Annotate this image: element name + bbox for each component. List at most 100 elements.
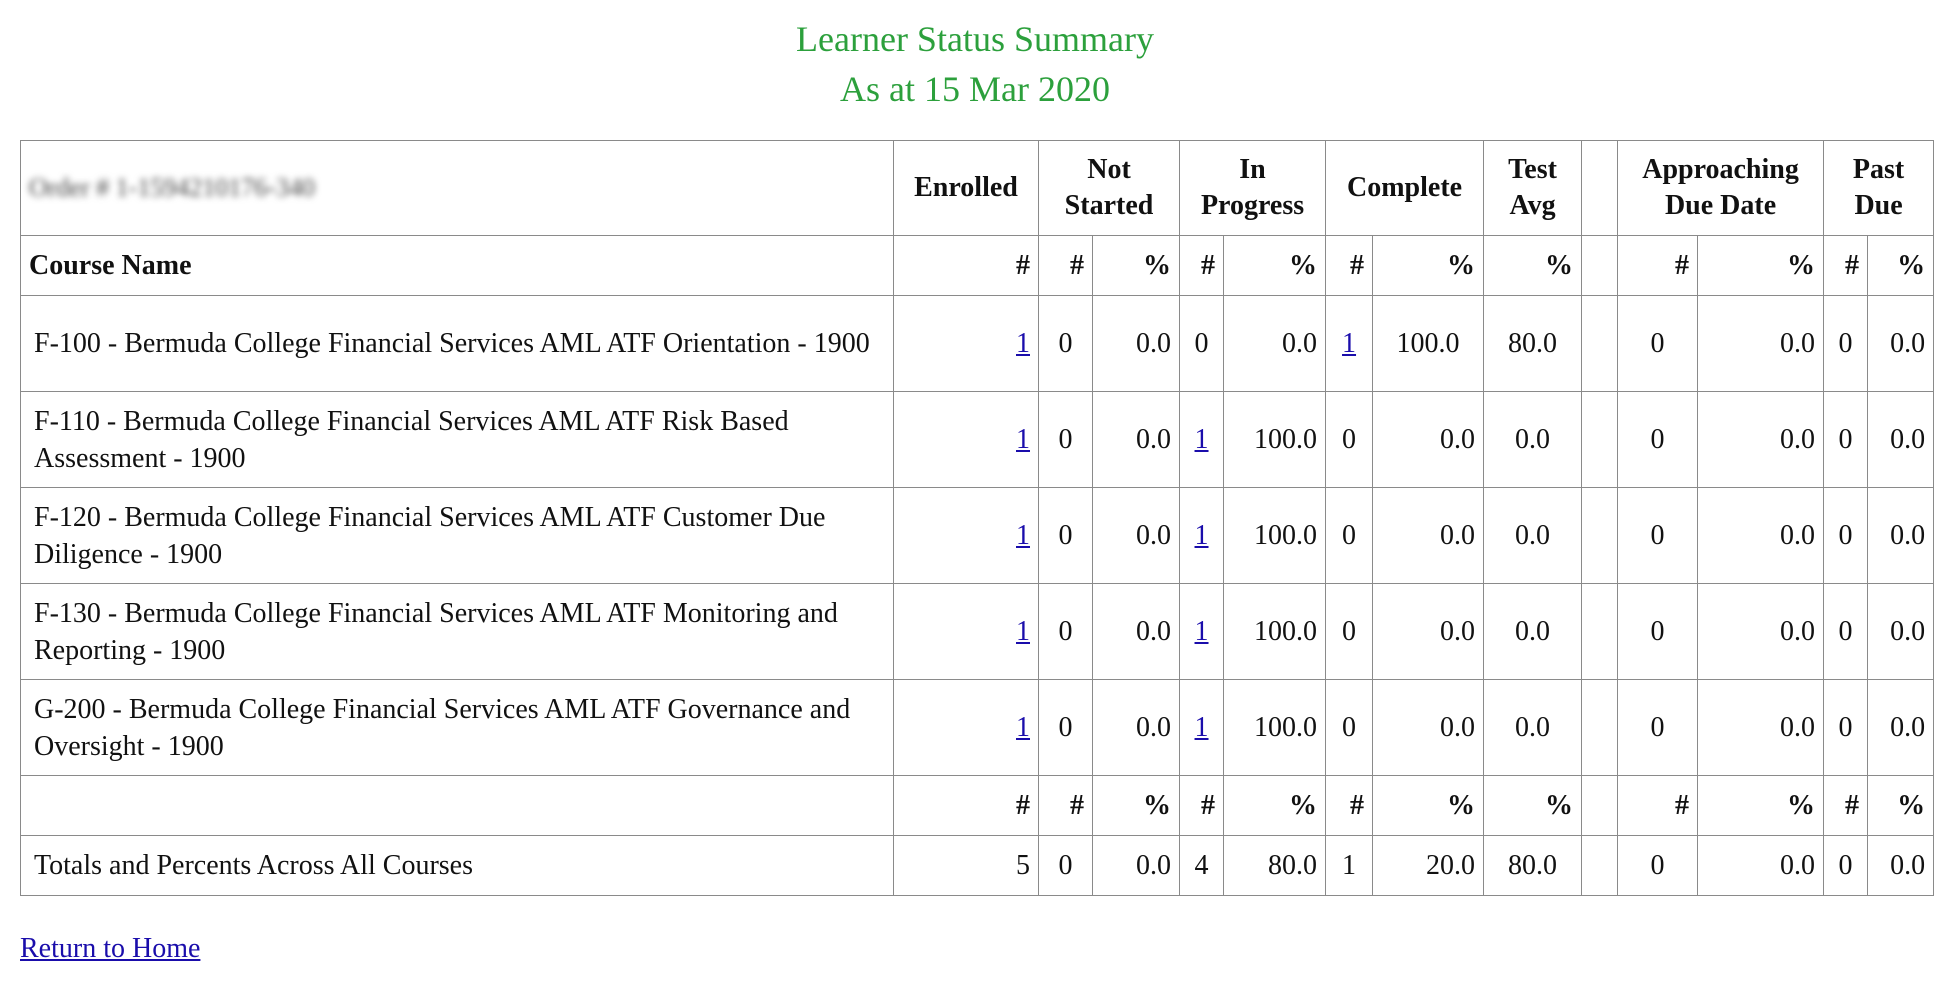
table-row: G-200 - Bermuda College Financial Servic… xyxy=(20,679,1935,776)
totals-not-started-pct: 0.0 xyxy=(1091,835,1181,896)
in-progress-pct: 100.0 xyxy=(1223,679,1327,776)
past-due-count: 0 xyxy=(1823,583,1869,680)
approaching-pct: 0.0 xyxy=(1697,391,1825,488)
not-started-count: 0 xyxy=(1038,487,1093,584)
approaching-pct: 0.0 xyxy=(1697,679,1825,776)
sub-complete-count: # xyxy=(1325,775,1374,836)
past-due-pct: 0.0 xyxy=(1867,295,1935,392)
report-title-block: Learner Status Summary As at 15 Mar 2020 xyxy=(0,14,1950,114)
not-started-pct: 0.0 xyxy=(1091,583,1181,680)
spacer-cell xyxy=(1581,295,1619,392)
course-name: G-200 - Bermuda College Financial Servic… xyxy=(20,679,894,776)
not-started-count: 0 xyxy=(1038,295,1093,392)
past-due-count: 0 xyxy=(1823,679,1869,776)
past-due-count: 0 xyxy=(1823,391,1869,488)
totals-test-avg: 80.0 xyxy=(1483,835,1583,896)
table-row: F-100 - Bermuda College Financial Servic… xyxy=(20,295,1935,392)
course-name: F-110 - Bermuda College Financial Servic… xyxy=(20,391,894,488)
sub-not-started-count: # xyxy=(1038,775,1093,836)
totals-label: Totals and Percents Across All Courses xyxy=(20,835,894,896)
complete-pct: 100.0 xyxy=(1372,295,1485,392)
learner-status-table: Order # 1-1594210176-340 Enrolled Not St… xyxy=(20,140,1935,896)
totals-in-progress-pct: 80.0 xyxy=(1223,835,1327,896)
table-row: F-110 - Bermuda College Financial Servic… xyxy=(20,391,1935,488)
in-progress-count-link[interactable]: 1 xyxy=(1194,423,1209,455)
totals-complete-pct: 20.0 xyxy=(1372,835,1485,896)
spacer-cell xyxy=(1581,679,1619,776)
test-avg: 80.0 xyxy=(1483,295,1583,392)
totals-past-due-pct: 0.0 xyxy=(1867,835,1935,896)
table-header-row: Order # 1-1594210176-340 Enrolled Not St… xyxy=(20,140,1935,236)
spacer-cell xyxy=(1581,391,1619,488)
header-not-started: Not Started xyxy=(1037,140,1181,236)
in-progress-count-link[interactable]: 1 xyxy=(1194,519,1209,551)
spacer-cell xyxy=(1581,583,1619,680)
sub-in-progress-count: # xyxy=(1179,775,1225,836)
totals-past-due-count: 0 xyxy=(1823,835,1869,896)
sub-not-started-count: # xyxy=(1038,235,1093,296)
header-course-name: Course Name xyxy=(20,235,894,296)
complete-pct: 0.0 xyxy=(1372,583,1485,680)
sub-not-started-pct: % xyxy=(1091,775,1181,836)
past-due-count: 0 xyxy=(1823,295,1869,392)
past-due-pct: 0.0 xyxy=(1867,583,1935,680)
header-complete: Complete xyxy=(1325,140,1485,236)
in-progress-pct: 100.0 xyxy=(1223,391,1327,488)
enrolled-count-link[interactable]: 1 xyxy=(1016,327,1030,359)
not-started-count: 0 xyxy=(1038,679,1093,776)
spacer-cell xyxy=(1581,487,1619,584)
totals-subheader-blank xyxy=(20,775,894,836)
course-name: F-120 - Bermuda College Financial Servic… xyxy=(20,487,894,584)
in-progress-pct: 0.0 xyxy=(1223,295,1327,392)
enrolled-count-link[interactable]: 1 xyxy=(1016,519,1030,551)
table-row: F-130 - Bermuda College Financial Servic… xyxy=(20,583,1935,680)
enrolled-count-link[interactable]: 1 xyxy=(1016,615,1030,647)
course-name: F-130 - Bermuda College Financial Servic… xyxy=(20,583,894,680)
order-number: Order # 1-1594210176-340 xyxy=(20,140,894,236)
sub-past-due-pct: % xyxy=(1867,775,1935,836)
test-avg: 0.0 xyxy=(1483,583,1583,680)
page-title: Learner Status Summary xyxy=(796,19,1154,59)
totals-complete-count: 1 xyxy=(1325,835,1374,896)
enrolled-count-link[interactable]: 1 xyxy=(1016,423,1030,455)
complete-count-link[interactable]: 1 xyxy=(1342,327,1357,359)
sub-past-due-count: # xyxy=(1823,775,1869,836)
enrolled-count-link[interactable]: 1 xyxy=(1016,711,1030,743)
totals-not-started-count: 0 xyxy=(1038,835,1093,896)
approaching-count: 0 xyxy=(1617,583,1699,680)
complete-pct: 0.0 xyxy=(1372,391,1485,488)
approaching-pct: 0.0 xyxy=(1697,487,1825,584)
sub-spacer xyxy=(1581,775,1619,836)
complete-count: 0 xyxy=(1325,391,1374,488)
sub-approaching-pct: % xyxy=(1697,235,1825,296)
return-to-home-link[interactable]: Return to Home xyxy=(20,933,201,964)
in-progress-pct: 100.0 xyxy=(1223,487,1327,584)
not-started-pct: 0.0 xyxy=(1091,295,1181,392)
totals-subheader-row: # # % # % # % % # % # % xyxy=(20,775,1935,836)
sub-test-avg-pct: % xyxy=(1483,775,1583,836)
header-enrolled: Enrolled xyxy=(893,140,1039,236)
sub-not-started-pct: % xyxy=(1091,235,1181,296)
header-test-avg: Test Avg xyxy=(1483,140,1583,236)
totals-approaching-pct: 0.0 xyxy=(1697,835,1825,896)
totals-approaching-count: 0 xyxy=(1617,835,1699,896)
sub-spacer xyxy=(1581,235,1619,296)
not-started-pct: 0.0 xyxy=(1091,487,1181,584)
sub-past-due-pct: % xyxy=(1867,235,1935,296)
totals-in-progress-count: 4 xyxy=(1179,835,1225,896)
in-progress-count: 0 xyxy=(1179,295,1225,392)
not-started-count: 0 xyxy=(1038,391,1093,488)
test-avg: 0.0 xyxy=(1483,679,1583,776)
approaching-pct: 0.0 xyxy=(1697,583,1825,680)
in-progress-count-link[interactable]: 1 xyxy=(1194,615,1209,647)
test-avg: 0.0 xyxy=(1483,391,1583,488)
sub-enrolled-count: # xyxy=(893,235,1039,296)
sub-in-progress-pct: % xyxy=(1223,235,1327,296)
in-progress-count-link[interactable]: 1 xyxy=(1194,711,1209,743)
not-started-count: 0 xyxy=(1038,583,1093,680)
complete-count: 0 xyxy=(1325,679,1374,776)
sub-past-due-count: # xyxy=(1823,235,1869,296)
past-due-count: 0 xyxy=(1823,487,1869,584)
approaching-pct: 0.0 xyxy=(1697,295,1825,392)
complete-count: 0 xyxy=(1325,487,1374,584)
